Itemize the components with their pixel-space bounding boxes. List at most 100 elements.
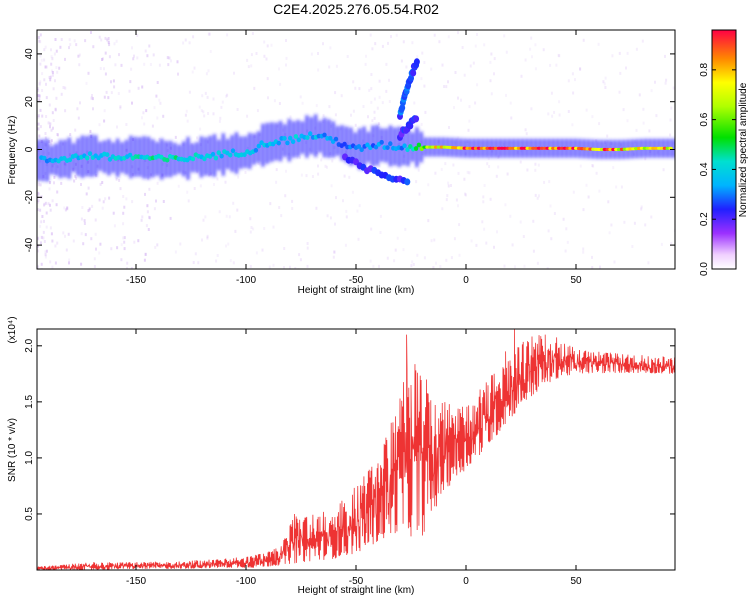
noise-cell	[402, 40, 405, 44]
noise-cell	[41, 89, 44, 92]
noise-cell	[170, 59, 172, 63]
spectrogram-y-ticks: -40 -20 0 20 40	[24, 48, 675, 252]
noise-cell	[334, 222, 336, 226]
noise-cell	[562, 217, 565, 221]
noise-cell	[207, 69, 210, 73]
noise-cell	[54, 244, 57, 248]
band-cell	[323, 117, 326, 158]
noise-cell	[131, 46, 133, 50]
noise-cell	[522, 235, 525, 238]
noise-cell	[37, 236, 40, 240]
noise-cell	[204, 215, 207, 219]
ridge-cell	[107, 156, 113, 162]
noise-cell	[60, 38, 63, 41]
noise-cell	[45, 211, 48, 215]
noise-cell	[553, 212, 556, 215]
noise-cell	[644, 157, 647, 161]
noise-cell	[354, 123, 357, 127]
noise-cell	[123, 240, 126, 244]
branch-cell	[404, 178, 411, 186]
noise-cell	[104, 51, 107, 55]
noise-cell	[236, 208, 239, 212]
noise-cell	[166, 56, 169, 60]
band-cell	[270, 122, 274, 162]
noise-cell	[212, 112, 215, 116]
noise-cell	[62, 86, 65, 89]
noise-cell	[195, 136, 198, 140]
noise-cell	[225, 214, 228, 218]
noise-cell	[99, 67, 102, 70]
noise-cell	[669, 133, 672, 137]
noise-cell	[474, 44, 477, 48]
noise-cell	[299, 258, 302, 262]
noise-cell	[365, 54, 367, 58]
noise-cell	[410, 264, 413, 268]
noise-cell	[417, 168, 420, 172]
noise-cell	[625, 66, 627, 70]
noise-cell	[418, 192, 421, 196]
noise-cell	[234, 229, 237, 233]
colorbar-frame	[711, 29, 737, 270]
noise-cell	[320, 158, 323, 162]
noise-cell	[80, 183, 82, 186]
noise-cell	[56, 190, 59, 194]
noise-cell	[38, 94, 41, 98]
noise-cell	[317, 172, 320, 176]
noise-cell	[182, 41, 185, 45]
noise-cell	[45, 249, 48, 253]
noise-cell	[174, 135, 177, 139]
noise-cell	[534, 162, 537, 166]
noise-cell	[301, 101, 304, 105]
noise-cell	[385, 89, 388, 93]
band-cell	[279, 121, 282, 162]
noise-cell	[475, 243, 478, 247]
noise-cell	[37, 116, 40, 120]
noise-cell	[51, 71, 54, 74]
noise-cell	[54, 108, 57, 112]
noise-cell	[73, 39, 76, 43]
noise-cell	[45, 65, 48, 69]
noise-cell	[90, 237, 93, 241]
noise-cell	[379, 214, 382, 218]
noise-cell	[98, 251, 101, 255]
noise-cell	[458, 223, 461, 227]
noise-cell	[257, 161, 260, 165]
noise-cell	[371, 47, 374, 51]
noise-cell	[78, 53, 81, 57]
noise-cell	[110, 80, 112, 84]
noise-cell	[154, 245, 157, 249]
noise-cell	[232, 201, 235, 205]
noise-cell	[48, 103, 51, 107]
noise-cell	[618, 51, 621, 55]
noise-cell	[37, 89, 40, 92]
noise-cell	[386, 256, 389, 260]
noise-cell	[44, 136, 47, 140]
noise-cell	[50, 55, 53, 59]
noise-cell	[423, 61, 426, 64]
noise-cell	[37, 114, 40, 118]
noise-cell	[68, 46, 70, 50]
noise-cell	[41, 114, 44, 118]
noise-cell	[47, 202, 50, 206]
noise-cell	[265, 57, 268, 61]
noise-cell	[68, 258, 71, 262]
noise-cell	[42, 230, 45, 234]
noise-cell	[45, 82, 47, 86]
colorbar-tick-label: 0.8	[699, 62, 710, 76]
noise-cell	[421, 51, 424, 55]
noise-cell	[572, 190, 575, 194]
band-cell	[336, 126, 340, 156]
noise-cell	[55, 49, 58, 53]
noise-cell	[51, 111, 54, 115]
noise-cell	[572, 91, 575, 95]
noise-cell	[48, 181, 51, 185]
noise-cell	[94, 218, 97, 222]
noise-cell	[216, 254, 219, 257]
noise-cell	[377, 122, 380, 126]
noise-cell	[360, 142, 363, 146]
noise-cell	[385, 62, 388, 66]
snr-line	[37, 329, 675, 570]
noise-cell	[68, 38, 71, 42]
noise-cell	[148, 44, 151, 48]
noise-cell	[118, 178, 121, 182]
